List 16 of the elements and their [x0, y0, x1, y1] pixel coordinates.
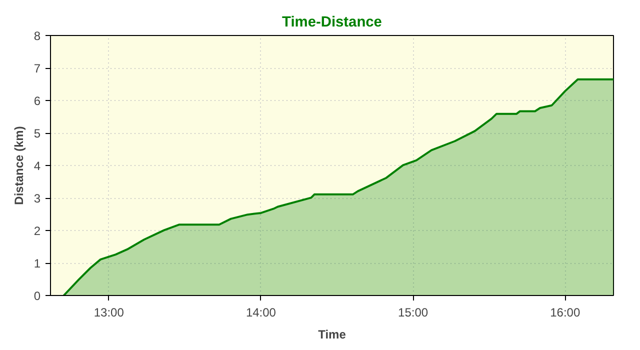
- y-tick-label: 2: [34, 224, 41, 238]
- y-axis-title: Distance (km): [12, 126, 26, 205]
- x-axis-title: Time: [318, 328, 346, 342]
- x-tick-label: 14:00: [246, 306, 276, 320]
- x-tick-label: 13:00: [94, 306, 124, 320]
- y-tick-label: 5: [34, 126, 41, 140]
- y-tick-label: 8: [34, 29, 41, 43]
- y-tick-label: 7: [34, 62, 41, 76]
- y-tick-label: 6: [34, 94, 41, 108]
- x-tick-label: 15:00: [398, 306, 428, 320]
- x-tick-label: 16:00: [550, 306, 580, 320]
- chart-title: Time-Distance: [282, 14, 382, 30]
- y-tick-label: 4: [34, 159, 41, 173]
- y-tick-label: 3: [34, 192, 41, 206]
- y-tick-label: 0: [34, 289, 41, 303]
- y-tick-label: 1: [34, 256, 41, 270]
